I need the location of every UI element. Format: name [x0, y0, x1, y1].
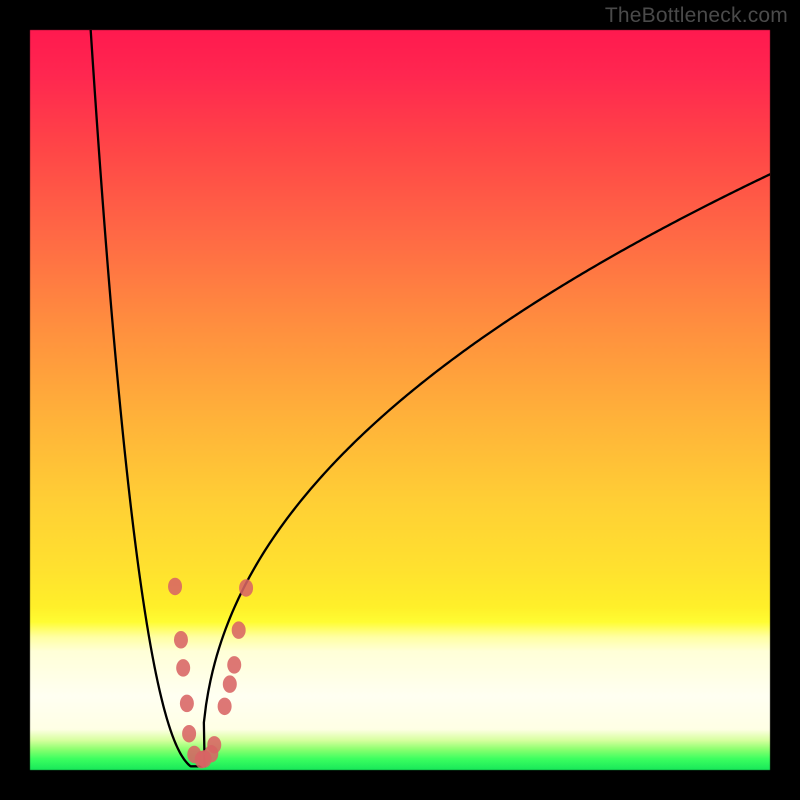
watermark-text: TheBottleneck.com	[605, 4, 788, 28]
gradient-plot-canvas	[0, 0, 800, 800]
